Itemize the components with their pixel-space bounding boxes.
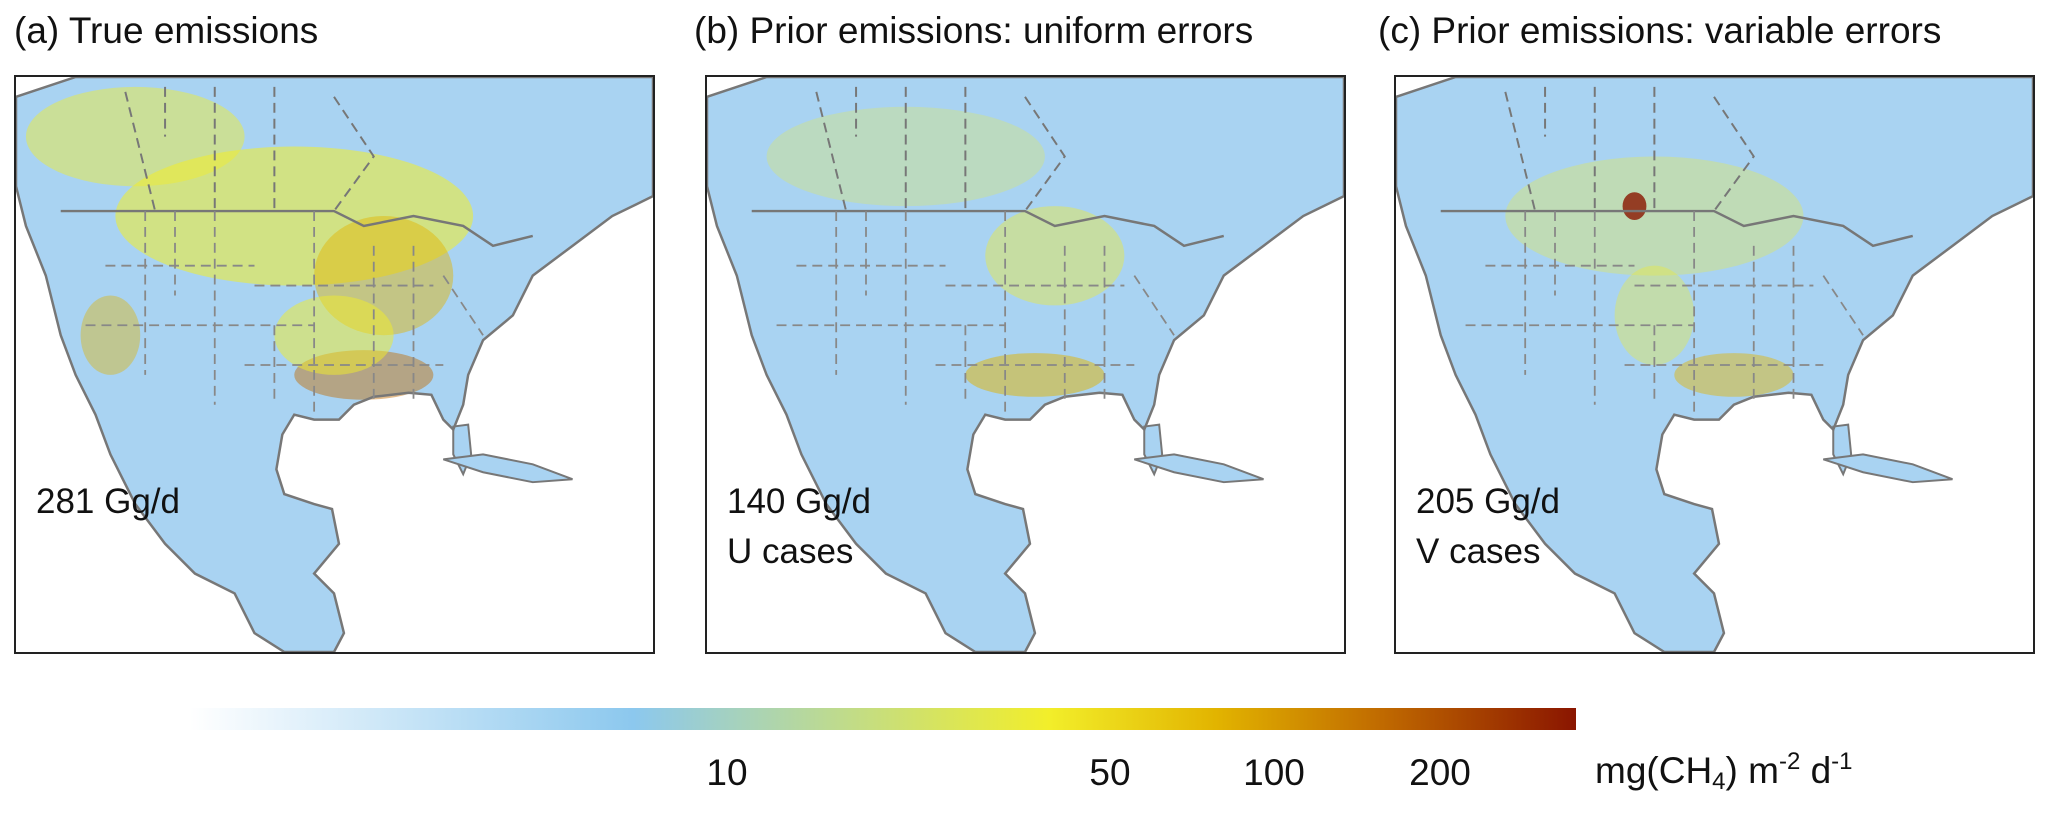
- emission-hotspot: [115, 146, 474, 286]
- panel-b-total-label: 140 Gg/d: [727, 482, 871, 521]
- emission-hotspot: [1614, 265, 1695, 365]
- state-border: [442, 275, 484, 336]
- colorbar-tick-200: 200: [1409, 752, 1471, 793]
- province-border: [333, 96, 375, 212]
- colorbar-tick-10: 10: [706, 752, 748, 793]
- state-border: [1133, 275, 1175, 336]
- panel-a-total-label: 281 Gg/d: [36, 482, 180, 521]
- coastline: [1396, 77, 2033, 652]
- cuba-island: [1134, 453, 1264, 484]
- panel-a-map: 281 Gg/d: [14, 75, 655, 654]
- colorbar: [190, 708, 1576, 730]
- panel-b-case-label: U cases: [727, 532, 854, 571]
- emission-hotspot: [274, 295, 394, 375]
- province-border: [1024, 96, 1066, 212]
- cuba-island: [1823, 453, 1953, 484]
- panel-b-title: (b) Prior emissions: uniform errors: [694, 10, 1254, 51]
- province-border: [124, 91, 157, 212]
- emission-hotspot: [25, 86, 245, 187]
- panel-c-map-svg: [1396, 77, 2033, 652]
- state-border: [1822, 275, 1864, 336]
- cuba-island: [443, 453, 573, 484]
- emission-hotspot: [1674, 353, 1794, 397]
- emission-hotspot: [985, 206, 1125, 306]
- panel-c-title: (c) Prior emissions: variable errors: [1378, 10, 1942, 51]
- coastline: [16, 77, 653, 652]
- coastline: [707, 77, 1344, 652]
- international-border: [60, 209, 534, 248]
- colorbar-unit-label: mg(CH4) m-2 d-1: [1595, 748, 1853, 795]
- emission-hotspot: [1505, 156, 1804, 276]
- panel-b-map-svg: [707, 77, 1344, 652]
- emission-hotspot: [965, 353, 1105, 397]
- province-border: [815, 91, 848, 212]
- international-border: [751, 209, 1225, 248]
- emission-hotspot: [1622, 192, 1647, 221]
- province-border: [1504, 91, 1537, 212]
- international-border: [1440, 209, 1914, 248]
- emission-hotspot: [80, 295, 141, 375]
- panel-b-map: 140 Gg/d U cases: [705, 75, 1346, 654]
- colorbar-tick-100: 100: [1243, 752, 1305, 793]
- colorbar-tick-50: 50: [1089, 752, 1131, 793]
- panel-a-map-svg: [16, 77, 653, 652]
- province-border: [1713, 96, 1755, 212]
- panel-a-title: (a) True emissions: [14, 10, 319, 51]
- panel-c-total-label: 205 Gg/d: [1416, 482, 1560, 521]
- panel-c-map: 205 Gg/d V cases: [1394, 75, 2035, 654]
- panel-c-case-label: V cases: [1416, 532, 1541, 571]
